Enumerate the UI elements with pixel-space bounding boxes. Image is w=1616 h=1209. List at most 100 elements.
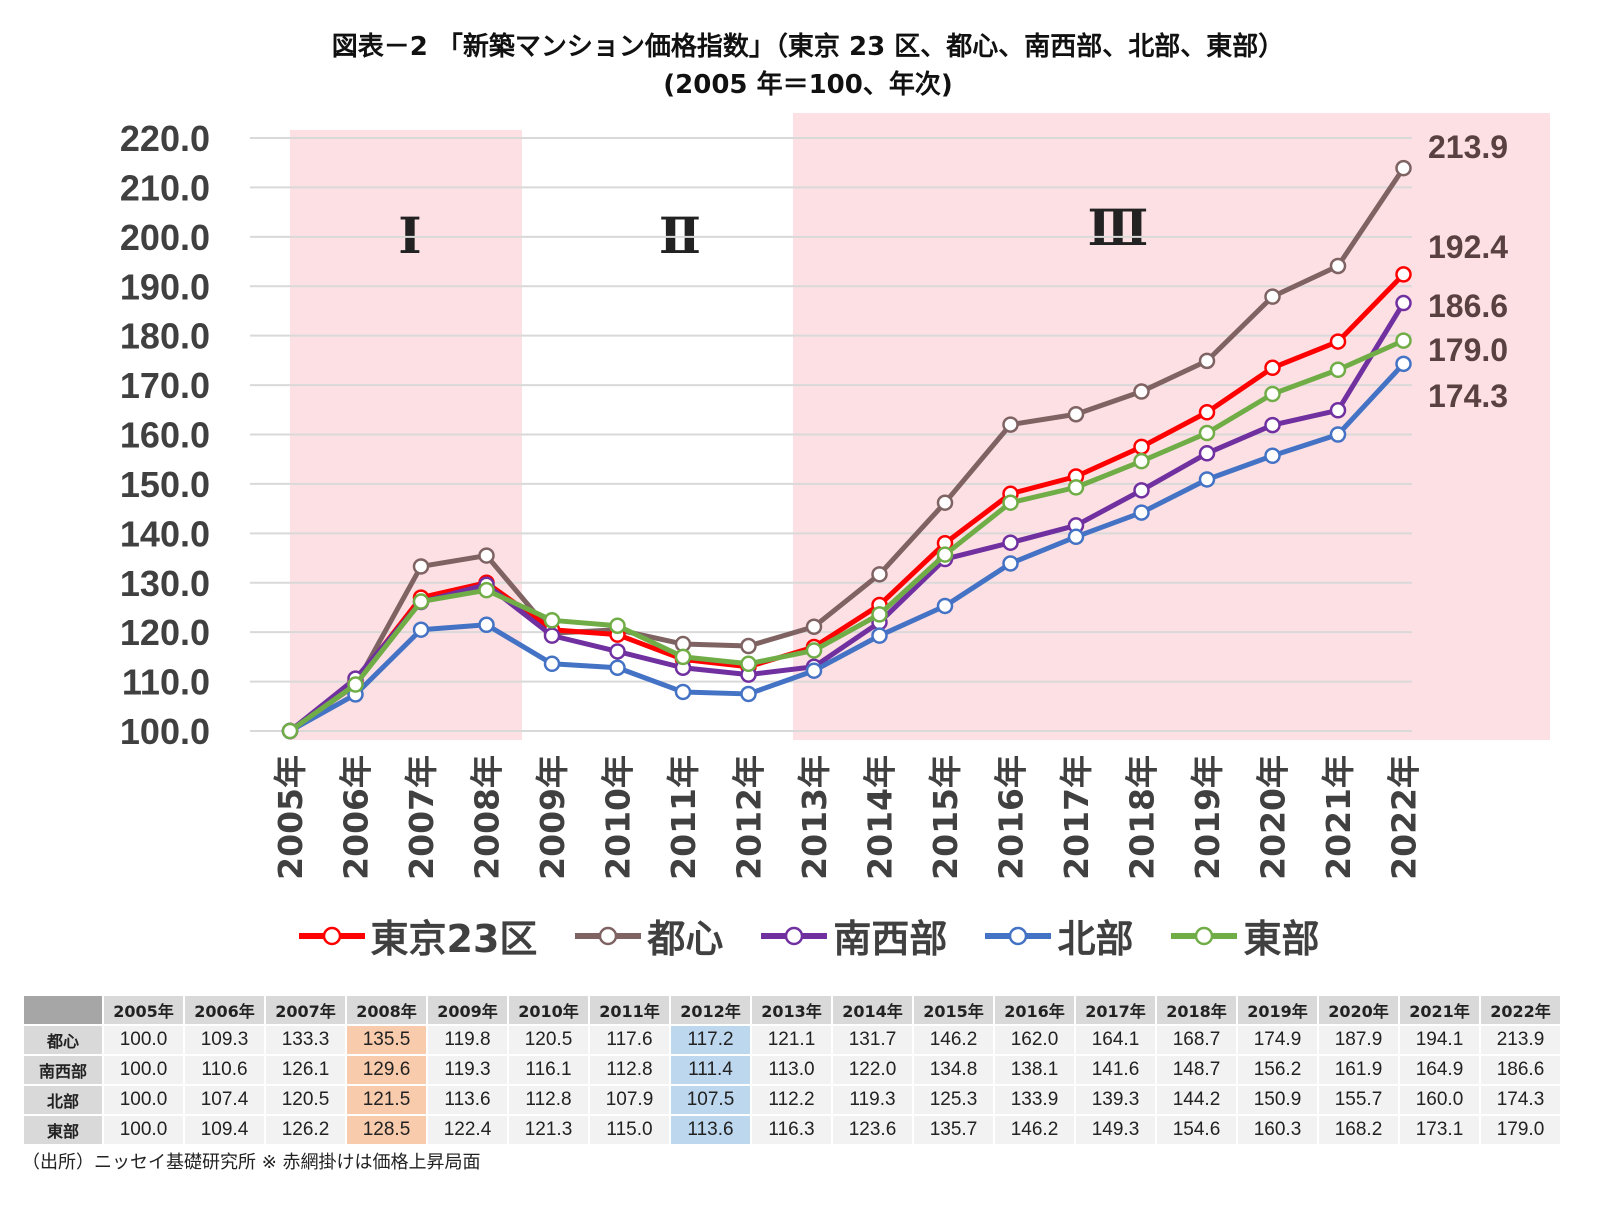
table-cell: 144.2 (1157, 1086, 1236, 1114)
table-column-header: 2014年 (833, 996, 912, 1024)
table-header-row: 2005年 2006年 2007年 2008年 2009年 2010年 2011年 2012年… (24, 996, 1560, 1024)
y-tick-label: 130.0 (120, 563, 210, 604)
data-point (609, 617, 626, 634)
table-cell: 141.6 (1076, 1056, 1155, 1084)
data-point (543, 655, 561, 673)
table-cell: 146.2 (995, 1116, 1074, 1144)
legend: 東京23区 都心 南西部 北部 東部 (0, 908, 1616, 963)
x-tick-label: 2012年 (730, 755, 769, 880)
data-point (281, 722, 299, 740)
series-line (288, 362, 1406, 734)
data-point (543, 612, 561, 629)
table-cell: 119.3 (833, 1086, 912, 1114)
x-tick-label: 2016年 (992, 755, 1031, 880)
end-value-labels: 213.9 192.4 186.6 179.0 174.3 (1428, 129, 1508, 414)
data-point (1395, 332, 1412, 349)
data-point (1329, 333, 1347, 350)
table-column-header: 2005年 (104, 996, 183, 1024)
table-cell: 149.3 (1076, 1116, 1155, 1144)
data-point (609, 643, 626, 660)
shaded-period-3 (793, 113, 1550, 740)
table-cell: 125.3 (914, 1086, 993, 1114)
data-point (478, 547, 495, 564)
x-tick-label: 2019年 (1188, 755, 1227, 880)
x-tick-label: 2009年 (533, 755, 572, 880)
legend-item: 東部 (1169, 908, 1319, 963)
table-cell: 161.9 (1319, 1056, 1398, 1084)
table-cell: 100.0 (104, 1056, 183, 1084)
series-line (288, 301, 1406, 733)
chart-title-line-2: (2005 年＝100、年次) (663, 70, 953, 100)
data-point (1198, 424, 1216, 442)
table-cell: 109.3 (185, 1026, 264, 1054)
data-point (1264, 416, 1281, 434)
data-point (1395, 355, 1412, 373)
table-column-header: 2019年 (1238, 996, 1317, 1024)
data-point (1133, 504, 1150, 521)
table-cell: 168.2 (1319, 1116, 1398, 1144)
table-cell: 121.1 (752, 1026, 831, 1054)
table-cell: 129.6 (347, 1056, 426, 1084)
data-point (412, 621, 430, 638)
table-cell: 162.0 (995, 1026, 1074, 1054)
x-tick-label: 2020年 (1254, 755, 1293, 880)
data-point (1395, 294, 1412, 312)
data-point (1133, 482, 1150, 499)
data-point (871, 606, 888, 623)
data-point (1133, 383, 1150, 400)
series-東部 (281, 332, 1412, 740)
table-column-header: 2008年 (347, 996, 426, 1024)
table-cell: 123.6 (833, 1116, 912, 1144)
x-tick-label: 2015年 (926, 755, 965, 880)
table-cell: 121.3 (509, 1116, 588, 1144)
table-row-header: 北部 (24, 1086, 102, 1114)
data-point (609, 659, 626, 676)
table-cell: 113.6 (671, 1116, 750, 1144)
table-cell: 138.1 (995, 1056, 1074, 1084)
table-column-header: 2016年 (995, 996, 1074, 1024)
table-cell: 119.3 (428, 1056, 507, 1084)
data-point (805, 618, 823, 635)
data-point (1198, 471, 1216, 488)
legend-swatch (575, 926, 642, 945)
data-point (1264, 447, 1281, 464)
data-point (740, 637, 757, 655)
table-cell: 126.2 (266, 1116, 345, 1144)
table-column-header: 2018年 (1157, 996, 1236, 1024)
data-point (1133, 438, 1150, 456)
legend-item: 都心 (573, 908, 723, 963)
table-cell: 133.3 (266, 1026, 345, 1054)
legend-item: 北部 (983, 908, 1133, 963)
end-value-label: 186.6 (1428, 288, 1508, 324)
table-row: 北部 100.0 107.4 120.5 121.5 113.6 112.8 107.9 107… (24, 1086, 1560, 1114)
table-cell: 109.4 (185, 1116, 264, 1144)
legend-swatch (1171, 926, 1238, 945)
table-cell: 107.9 (590, 1086, 669, 1114)
data-point (674, 683, 692, 701)
table-cell: 174.9 (1238, 1026, 1317, 1054)
data-point (1395, 159, 1412, 177)
data-point (1198, 352, 1216, 370)
table-cell: 110.6 (185, 1056, 264, 1084)
legend-item: 南西部 (759, 908, 947, 963)
data-point (1198, 404, 1216, 421)
end-value-label: 213.9 (1428, 129, 1508, 165)
data-point (1329, 426, 1347, 443)
source-note: （出所）ニッセイ基礎研究所 ※ 赤網掛けは価格上昇局面 (22, 1152, 481, 1173)
table-cell: 120.5 (509, 1026, 588, 1054)
table-cell: 148.7 (1157, 1056, 1236, 1084)
x-tick-label: 2021年 (1319, 755, 1358, 880)
legend-item: 東京23区 (297, 908, 537, 963)
data-point (1264, 359, 1281, 377)
table-body: 都心 100.0 109.3 133.3 135.5 119.8 120.5 117.6 117… (24, 1026, 1560, 1144)
table-cell: 115.0 (590, 1116, 669, 1144)
x-tick-label: 2011年 (664, 755, 703, 880)
data-point (1198, 445, 1216, 462)
table-cell: 112.2 (752, 1086, 831, 1114)
table-cell: 213.9 (1481, 1026, 1560, 1054)
table-cell: 126.1 (266, 1056, 345, 1084)
series-line (288, 166, 1406, 734)
table-cell: 173.1 (1400, 1116, 1479, 1144)
table-cell: 111.4 (671, 1056, 750, 1084)
legend-swatch (298, 926, 365, 945)
